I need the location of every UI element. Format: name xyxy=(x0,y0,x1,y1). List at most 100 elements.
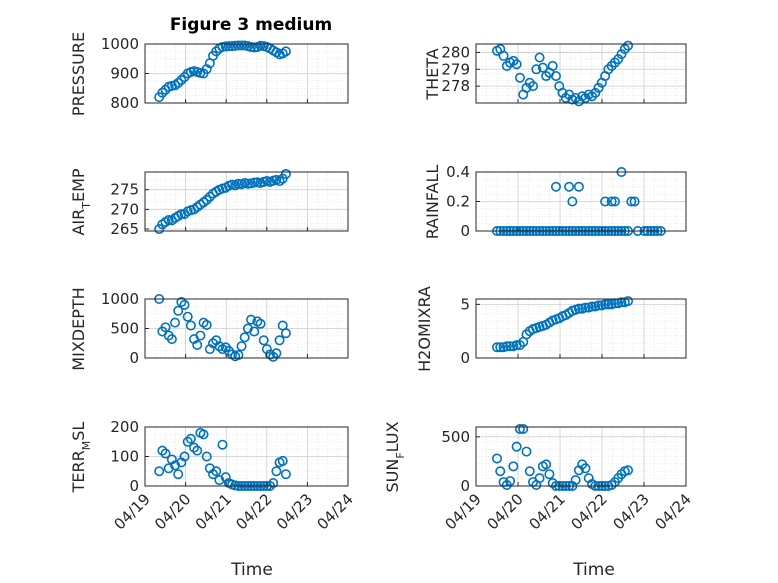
data-point xyxy=(580,463,591,474)
data-point xyxy=(201,194,212,205)
ytick-label: 0.2 xyxy=(446,193,470,211)
ylabel-sun-end: LUX xyxy=(383,421,402,452)
data-point xyxy=(179,299,190,310)
data-point xyxy=(524,466,535,477)
data-point xyxy=(491,342,502,353)
ylabel-terr-msl: TERRMSL xyxy=(69,422,93,494)
ylabel-pressure: PRESSURE xyxy=(69,32,88,116)
data-point xyxy=(550,181,561,192)
data-point xyxy=(198,429,209,440)
data-point xyxy=(528,81,539,92)
ytick-label: 200 xyxy=(110,418,139,436)
data-point xyxy=(230,40,241,51)
data-point xyxy=(580,302,591,313)
ytick-label: 900 xyxy=(110,65,139,83)
data-point xyxy=(217,439,228,450)
data-point xyxy=(600,299,611,310)
data-point xyxy=(249,326,260,337)
data-point xyxy=(173,469,184,480)
data-point xyxy=(541,459,552,470)
data-point xyxy=(514,340,525,351)
ylabel-sun-sub: F xyxy=(394,452,407,458)
data-point xyxy=(182,311,193,322)
data-point xyxy=(192,340,203,351)
data-point xyxy=(521,329,532,340)
data-point xyxy=(514,423,525,434)
data-point xyxy=(176,209,187,220)
data-point xyxy=(160,322,171,333)
ytick-label: 1000 xyxy=(101,35,139,53)
ytick-label: 275 xyxy=(110,181,139,199)
data-point xyxy=(508,461,519,472)
ylabel-terr-main: TERR xyxy=(69,450,88,493)
data-point xyxy=(179,451,190,462)
data-point xyxy=(173,305,184,316)
axes-h2omixra-frame xyxy=(475,298,687,359)
ytick-label: 278 xyxy=(441,77,470,95)
data-point xyxy=(201,319,212,330)
axes-layer: 800900100027827928026527027500.20.405001… xyxy=(101,35,695,533)
data-point xyxy=(609,196,620,207)
data-point xyxy=(514,72,525,83)
data-point xyxy=(170,317,181,328)
data-point xyxy=(531,64,542,75)
data-point xyxy=(629,196,640,207)
data-point xyxy=(491,453,502,464)
ylabel-terr-sub: M xyxy=(80,441,93,451)
ytick-label: 0 xyxy=(460,349,470,367)
data-point xyxy=(505,341,516,352)
data-point xyxy=(157,87,168,98)
ytick-label: 100 xyxy=(110,448,139,466)
ytick-label: 279 xyxy=(441,60,470,78)
data-point xyxy=(603,299,614,310)
data-point xyxy=(534,473,545,484)
data-point xyxy=(613,54,624,65)
axes-air_temp-frame xyxy=(144,171,349,232)
data-point xyxy=(573,181,584,192)
data-point xyxy=(233,40,244,51)
figure-title: Figure 3 medium xyxy=(170,15,332,35)
data-point xyxy=(495,342,506,353)
data-point xyxy=(268,478,279,489)
data-point xyxy=(280,168,291,179)
data-point xyxy=(573,303,584,314)
data-point xyxy=(223,41,234,52)
data-point xyxy=(505,476,516,487)
data-point xyxy=(246,314,257,325)
data-point xyxy=(261,344,272,355)
data-point xyxy=(255,40,266,51)
data-point xyxy=(280,46,291,57)
data-point xyxy=(518,423,529,434)
data-point xyxy=(550,71,561,82)
data-point xyxy=(280,328,291,339)
data-point xyxy=(593,300,604,311)
ylabel-air-temp: AIRTEMP xyxy=(69,168,93,235)
ylabel-rainfall: RAINFALL xyxy=(423,165,442,240)
data-point xyxy=(157,445,168,456)
data-point xyxy=(195,330,206,341)
data-point xyxy=(570,475,581,486)
ytick-label: 5 xyxy=(460,295,470,313)
data-point xyxy=(557,87,568,98)
data-point xyxy=(280,469,291,480)
ylabel-air-temp-main: AIR xyxy=(69,209,88,236)
ytick-label: 1000 xyxy=(101,290,139,308)
ytick-label: 265 xyxy=(110,220,139,238)
ytick-label: 500 xyxy=(110,320,139,338)
data-point xyxy=(204,191,215,202)
data-point xyxy=(154,466,165,477)
ylabel-mixdepth: MIXDEPTH xyxy=(69,287,88,370)
data-point xyxy=(220,41,231,52)
data-point xyxy=(521,82,532,93)
data-point xyxy=(274,335,285,346)
axes-theta-frame xyxy=(475,43,687,104)
data-point xyxy=(236,40,247,51)
ylabel-air-temp-sub: T xyxy=(80,202,93,210)
ytick-label: 270 xyxy=(110,200,139,218)
data-point xyxy=(501,341,512,352)
data-point xyxy=(271,348,282,359)
data-point xyxy=(511,441,522,452)
data-point xyxy=(498,50,509,61)
ytick-label: 0.4 xyxy=(446,163,470,181)
data-point xyxy=(623,465,634,476)
